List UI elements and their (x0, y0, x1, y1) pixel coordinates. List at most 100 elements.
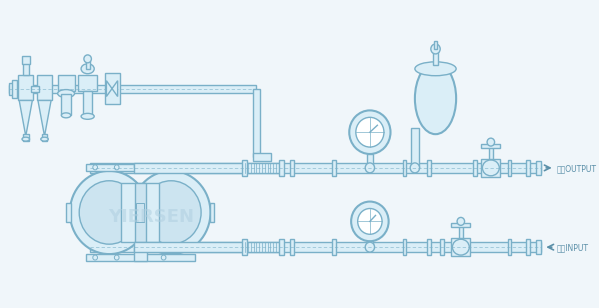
Ellipse shape (415, 63, 456, 134)
Text: YIERSEN: YIERSEN (108, 209, 195, 226)
Circle shape (138, 165, 143, 170)
Bar (290, 239, 294, 255)
Circle shape (114, 255, 119, 260)
Bar (253, 153, 271, 161)
Bar (489, 146, 493, 159)
Circle shape (356, 117, 384, 147)
Bar (482, 159, 500, 177)
Bar (290, 160, 294, 176)
Text: 出口OUTPUT: 出口OUTPUT (556, 164, 597, 173)
Bar (37, 75, 52, 100)
Ellipse shape (482, 160, 500, 176)
Ellipse shape (81, 113, 94, 119)
Bar (403, 160, 407, 176)
Bar (527, 239, 530, 255)
Circle shape (79, 181, 139, 244)
Circle shape (161, 255, 166, 260)
Circle shape (365, 242, 374, 252)
Bar (508, 239, 512, 255)
Circle shape (457, 217, 465, 225)
Bar (23, 134, 29, 141)
Bar (90, 242, 540, 252)
Bar (210, 203, 214, 222)
Bar (86, 164, 195, 171)
Bar (432, 51, 438, 65)
Circle shape (70, 171, 149, 254)
Bar (536, 240, 541, 254)
Bar (332, 239, 336, 255)
Bar (22, 56, 31, 64)
Bar (134, 163, 245, 173)
Bar (31, 86, 39, 91)
Circle shape (84, 55, 92, 63)
Bar (78, 75, 97, 91)
Bar (527, 160, 530, 176)
Bar (434, 41, 437, 49)
Circle shape (358, 209, 382, 234)
Bar (62, 94, 71, 116)
Bar (83, 91, 92, 116)
Bar (134, 247, 147, 261)
Ellipse shape (22, 137, 29, 141)
Bar (42, 134, 47, 141)
Bar (473, 160, 477, 176)
Bar (243, 160, 247, 176)
Bar (411, 128, 419, 168)
Circle shape (161, 165, 166, 170)
Ellipse shape (81, 64, 94, 74)
Ellipse shape (41, 137, 49, 141)
Bar (9, 83, 14, 95)
Ellipse shape (415, 62, 456, 76)
Circle shape (365, 163, 374, 173)
Bar (245, 242, 281, 252)
Bar (9, 85, 256, 93)
Polygon shape (107, 81, 117, 96)
Bar (134, 242, 245, 252)
Bar (135, 183, 146, 242)
Bar (12, 80, 17, 98)
Bar (86, 254, 195, 261)
Circle shape (93, 165, 98, 170)
Bar (440, 239, 444, 255)
Ellipse shape (452, 239, 469, 255)
Bar (459, 225, 462, 238)
Bar (90, 163, 540, 173)
Text: 入口INPUT: 入口INPUT (556, 244, 588, 253)
Bar (508, 160, 512, 176)
Bar (253, 89, 260, 157)
Bar (332, 160, 336, 176)
Circle shape (141, 181, 201, 244)
Ellipse shape (58, 90, 74, 98)
Bar (279, 160, 283, 176)
Circle shape (114, 165, 119, 170)
Bar (245, 163, 281, 173)
Bar (23, 63, 29, 75)
Bar (452, 238, 470, 256)
Bar (243, 239, 247, 255)
Ellipse shape (62, 113, 71, 118)
Circle shape (93, 255, 98, 260)
Bar (427, 160, 431, 176)
Bar (403, 239, 407, 255)
Circle shape (410, 163, 419, 173)
Circle shape (132, 171, 210, 254)
Bar (279, 239, 283, 255)
Circle shape (487, 138, 495, 146)
Bar (122, 183, 159, 242)
Bar (86, 61, 89, 69)
Bar (58, 75, 74, 91)
Bar (18, 75, 34, 100)
Bar (367, 154, 373, 168)
Circle shape (138, 255, 143, 260)
Polygon shape (38, 100, 51, 136)
Bar (137, 203, 144, 222)
Bar (367, 241, 373, 247)
Bar (482, 144, 500, 148)
Circle shape (351, 201, 389, 241)
Bar (452, 223, 470, 227)
Polygon shape (19, 100, 32, 136)
Bar (105, 73, 120, 104)
Bar (66, 203, 71, 222)
Circle shape (349, 110, 391, 154)
Bar (427, 239, 431, 255)
